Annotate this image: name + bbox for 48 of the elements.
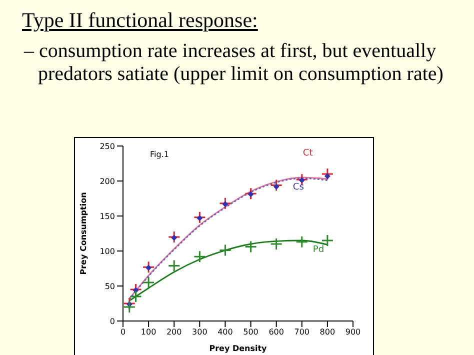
x-tick-label: 300	[192, 328, 208, 337]
x-tick-label: 100	[140, 328, 156, 337]
point	[218, 244, 232, 257]
point	[222, 201, 228, 208]
x-tick-label: 500	[243, 328, 258, 337]
y-tick-label: 100	[100, 246, 115, 256]
series-label: Cs	[292, 182, 304, 193]
point	[142, 260, 155, 274]
point	[244, 187, 258, 200]
y-axis-title: Prey Consumption	[78, 192, 88, 275]
y-tick-label: 250	[100, 142, 115, 151]
y-tick-label: 150	[100, 212, 115, 221]
point	[270, 238, 283, 250]
point	[324, 173, 330, 180]
point	[218, 197, 232, 210]
chart-title: Type II functional response:	[22, 8, 258, 33]
x-axis-title: Prey Density	[209, 344, 268, 353]
x-tick-label: 0	[120, 328, 126, 337]
y-tick-label: 200	[100, 176, 115, 186]
x-tick-label: 600	[268, 328, 284, 337]
point	[130, 290, 142, 303]
x-tick-label: 800	[320, 328, 336, 337]
point	[168, 230, 180, 244]
x-tick-label: 400	[218, 328, 233, 337]
point	[321, 168, 334, 180]
point	[296, 236, 308, 248]
series-label: Pd	[312, 244, 324, 255]
point	[270, 178, 283, 192]
point	[171, 234, 178, 241]
point	[321, 234, 334, 247]
y-tick-label: 0	[110, 316, 115, 326]
x-tick-label: 900	[345, 328, 361, 337]
point	[244, 240, 258, 254]
point	[273, 184, 280, 190]
point	[193, 250, 206, 263]
point	[146, 264, 152, 271]
point	[142, 276, 155, 289]
annotation: Fig.1	[150, 150, 169, 159]
y-tick-label: 50	[104, 282, 115, 291]
point	[193, 211, 206, 224]
point	[196, 215, 203, 222]
chart-subtitle: – consumption rate increases at first, but eventually predators satiate (upper limit on consumption rate)	[24, 40, 444, 86]
series-label: Ct	[302, 148, 314, 158]
x-tick-label: 200	[166, 328, 182, 337]
point	[248, 191, 254, 198]
x-tick-label: 700	[294, 328, 310, 337]
point	[123, 300, 136, 314]
point	[168, 259, 180, 272]
